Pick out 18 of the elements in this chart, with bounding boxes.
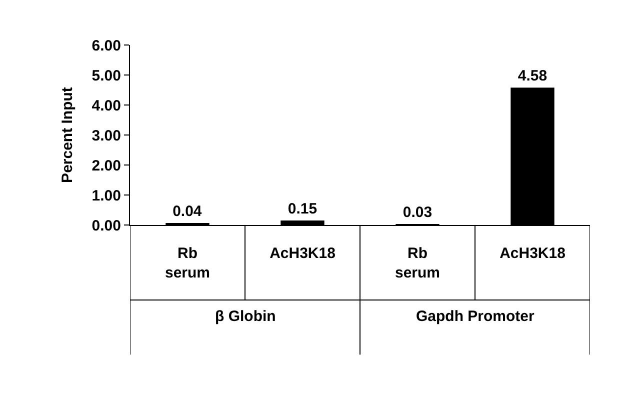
data-label: 0.04 [172, 203, 202, 220]
data-label: 0.03 [402, 204, 432, 221]
y-tick-label: 1.00 [92, 187, 121, 204]
y-tick-label: 0.00 [92, 217, 121, 234]
data-label: 4.58 [518, 68, 548, 85]
x-tick-label: Rb serum [394, 245, 440, 282]
data-label: 0.15 [288, 200, 318, 218]
y-tick-label: 3.00 [92, 127, 121, 144]
y-tick-label: 4.00 [92, 97, 121, 114]
y-tick-label: 5.00 [92, 67, 121, 84]
x-tick-label: Rb serum [164, 245, 210, 282]
y-axis-title: Percent Input [59, 87, 76, 183]
text: Gapdh Promoter [416, 308, 535, 325]
y-tick-label: 2.00 [92, 157, 121, 174]
y-tick-label: 6.00 [92, 37, 121, 54]
x-tick-label: AcH3K18 [500, 245, 566, 262]
text: β Globin [215, 308, 276, 325]
x-tick-label: AcH3K18 [270, 245, 336, 262]
